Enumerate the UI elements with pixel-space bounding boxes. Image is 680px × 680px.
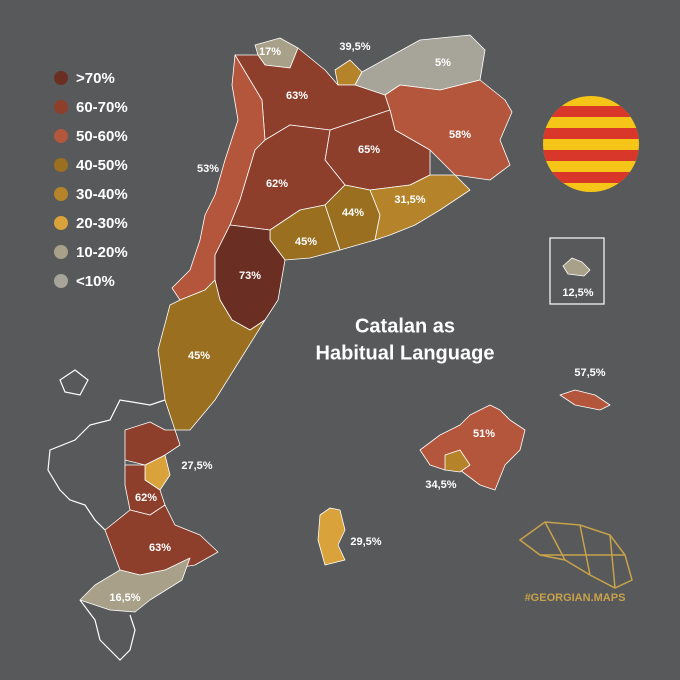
legend-label: 10-20% bbox=[76, 244, 128, 261]
region-label: 31,5% bbox=[394, 194, 425, 206]
region bbox=[562, 257, 591, 277]
legend-swatch bbox=[54, 274, 68, 288]
region-label: 58% bbox=[449, 129, 471, 141]
region bbox=[124, 421, 181, 516]
title: Catalan as Habitual Language bbox=[316, 315, 495, 364]
region bbox=[157, 279, 266, 431]
region-label: 12,5% bbox=[562, 287, 593, 299]
legend-label: 40-50% bbox=[76, 157, 128, 174]
region bbox=[559, 389, 611, 411]
region bbox=[79, 557, 191, 613]
region-label: 63% bbox=[149, 542, 171, 554]
region-label: 45% bbox=[295, 236, 317, 248]
legend-swatch bbox=[54, 129, 68, 143]
inset-box bbox=[549, 237, 605, 305]
region-label: 34,5% bbox=[425, 479, 456, 491]
region bbox=[369, 174, 471, 241]
region-labels: 17% 39,5% 5% 63% 58% 65% 53% 62% 44% 31,… bbox=[109, 41, 605, 604]
legend: >70% 60-70% 50-60% 40-50% 30-40% 20-30% 10-20%… bbox=[54, 70, 128, 290]
region-label: 65% bbox=[358, 144, 380, 156]
region-label: 27,5% bbox=[181, 460, 212, 472]
legend-label: <10% bbox=[76, 273, 115, 290]
legend-swatch bbox=[54, 245, 68, 259]
region-label: 45% bbox=[188, 350, 210, 362]
title-line: Habitual Language bbox=[316, 342, 495, 364]
legend-label: >70% bbox=[76, 70, 115, 87]
region-label: 63% bbox=[286, 90, 308, 102]
legend-label: 60-70% bbox=[76, 99, 128, 116]
region-label: 5% bbox=[435, 57, 451, 69]
credit: #GEORGIAN.MAPS bbox=[525, 592, 626, 604]
legend-swatch bbox=[54, 71, 68, 85]
regions bbox=[79, 34, 611, 613]
outline bbox=[59, 369, 89, 396]
legend-label: 30-40% bbox=[76, 186, 128, 203]
region-label: 53% bbox=[197, 163, 219, 175]
flag bbox=[543, 96, 639, 192]
legend-swatch bbox=[54, 100, 68, 114]
region-label: 16,5% bbox=[109, 592, 140, 604]
legend-label: 50-60% bbox=[76, 128, 128, 145]
title-line: Catalan as bbox=[355, 315, 455, 337]
region-label: 29,5% bbox=[350, 536, 381, 548]
region-label: 17% bbox=[259, 46, 281, 58]
legend-swatch bbox=[54, 158, 68, 172]
legend-swatch bbox=[54, 187, 68, 201]
region-label: 73% bbox=[239, 270, 261, 282]
region-label: 39,5% bbox=[339, 41, 370, 53]
legend-swatch bbox=[54, 216, 68, 230]
logo bbox=[518, 521, 633, 589]
region-label: 62% bbox=[266, 178, 288, 190]
outline bbox=[47, 399, 166, 661]
region bbox=[317, 507, 346, 566]
region bbox=[444, 449, 471, 473]
region-label: 57,5% bbox=[574, 367, 605, 379]
region-label: 51% bbox=[473, 428, 495, 440]
region-label: 62% bbox=[135, 492, 157, 504]
region-label: 44% bbox=[342, 207, 364, 219]
legend-label: 20-30% bbox=[76, 215, 128, 232]
